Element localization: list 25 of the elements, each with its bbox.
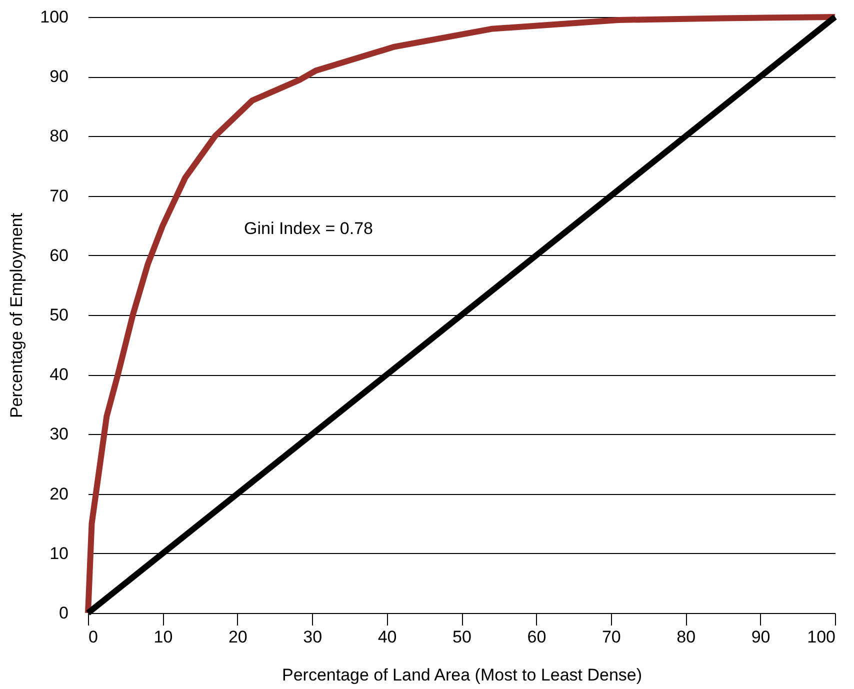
- x-tick-label: 60: [527, 628, 546, 646]
- y-tick-label: 60: [50, 246, 68, 265]
- y-tick-label: 50: [50, 306, 68, 324]
- x-tick-label: 50: [452, 628, 472, 646]
- y-tick-label: 90: [50, 67, 68, 86]
- y-tick-label: 40: [50, 365, 68, 384]
- x-tick-label: 10: [154, 628, 173, 646]
- y-tick-label: 80: [50, 126, 68, 146]
- x-tick-label: 0: [88, 628, 98, 646]
- y-tick-label: 10: [50, 544, 68, 563]
- y-tick-label: 30: [50, 424, 68, 444]
- x-axis-title: Percentage of Land Area (Most to Least Dense): [282, 666, 642, 684]
- y-tick-label: 20: [50, 484, 68, 504]
- x-tick-label: 30: [303, 628, 322, 646]
- y-tick-label: 100: [40, 8, 68, 26]
- y-tick-label: 0: [59, 604, 68, 622]
- y-tick-label: 70: [50, 186, 68, 206]
- annotation: Gini Index = 0.78: [244, 219, 374, 238]
- x-tick-label: 40: [378, 628, 397, 646]
- x-tick-label: 90: [751, 628, 770, 646]
- x-tick-label: 80: [676, 628, 696, 646]
- x-tick-label: 70: [602, 628, 621, 646]
- x-tick-label: 20: [228, 628, 248, 646]
- y-axis-title: Percentage of Employment: [7, 212, 26, 418]
- x-tick-label: 100: [807, 628, 836, 646]
